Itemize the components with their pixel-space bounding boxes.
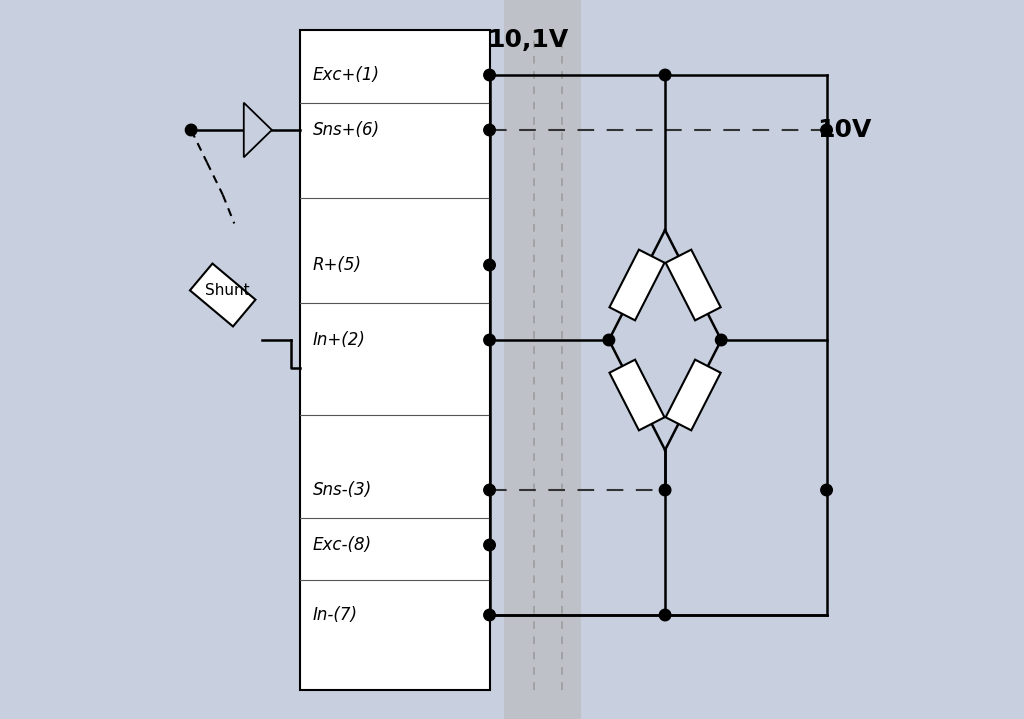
Circle shape — [716, 334, 727, 346]
Circle shape — [483, 485, 496, 496]
Circle shape — [659, 485, 671, 496]
Text: Exc+(1): Exc+(1) — [313, 66, 380, 84]
Circle shape — [659, 609, 671, 620]
Polygon shape — [609, 249, 665, 321]
Circle shape — [483, 609, 496, 620]
Polygon shape — [189, 264, 255, 326]
Circle shape — [483, 260, 496, 271]
Circle shape — [185, 124, 197, 136]
Text: Sns-(3): Sns-(3) — [313, 481, 372, 499]
Text: Sns+(6): Sns+(6) — [313, 121, 380, 139]
Circle shape — [483, 539, 496, 551]
Circle shape — [821, 485, 833, 496]
Circle shape — [603, 334, 614, 346]
Circle shape — [483, 124, 496, 136]
Bar — [504, 0, 581, 719]
Polygon shape — [666, 249, 721, 321]
Text: 10V: 10V — [817, 118, 871, 142]
Text: 10,1V: 10,1V — [487, 28, 568, 52]
Text: In-(7): In-(7) — [313, 606, 358, 624]
Polygon shape — [244, 103, 271, 157]
Text: R+(5): R+(5) — [313, 256, 361, 274]
Bar — [300, 30, 489, 690]
Circle shape — [659, 69, 671, 81]
Polygon shape — [666, 360, 721, 431]
Text: Exc-(8): Exc-(8) — [313, 536, 372, 554]
Text: Shunt: Shunt — [205, 283, 250, 298]
Text: In+(2): In+(2) — [313, 331, 366, 349]
Circle shape — [821, 124, 833, 136]
Circle shape — [483, 334, 496, 346]
Circle shape — [483, 69, 496, 81]
Polygon shape — [609, 360, 665, 431]
